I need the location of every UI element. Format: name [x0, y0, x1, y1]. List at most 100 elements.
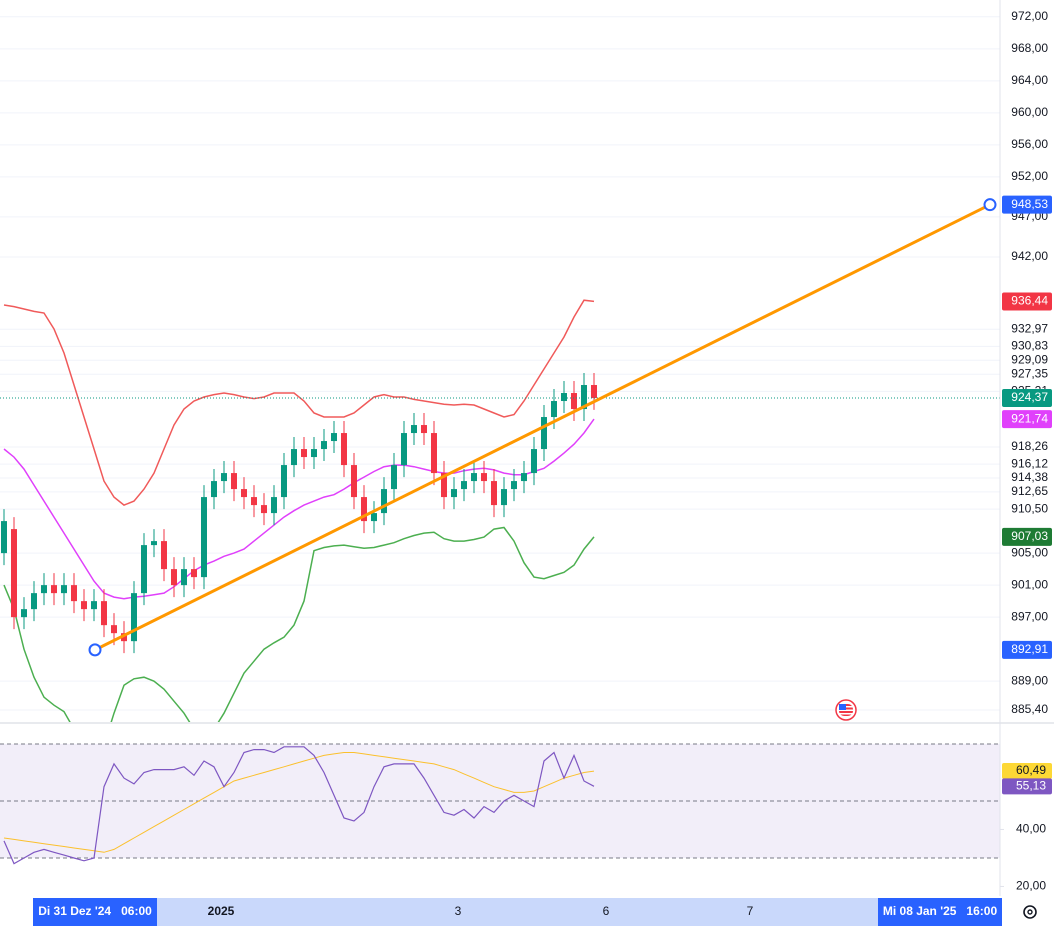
candle-body	[81, 601, 87, 610]
x-tick-label: 7	[747, 904, 754, 918]
y-tick-label: 960,00	[1011, 105, 1048, 119]
candle-body	[91, 601, 97, 610]
y-tick-label: 914,38	[1011, 470, 1048, 484]
candle-body	[271, 497, 277, 514]
candle-body	[61, 585, 67, 594]
candle-body	[591, 385, 597, 399]
rsi-tag-label: 60,49	[1016, 763, 1046, 777]
candle-body	[21, 609, 27, 618]
y-tick-label: 952,00	[1011, 169, 1048, 183]
candle-body	[581, 385, 587, 410]
rsi-tag	[1002, 778, 1052, 795]
y-tick-label: 972,00	[1011, 9, 1048, 23]
candle-body	[121, 633, 127, 642]
candle-body	[241, 489, 247, 498]
candle-body	[291, 449, 297, 466]
candle-body	[251, 497, 257, 506]
time-axis: Di 31 Dez '24 06:00 2025 3 6 7 Mi 08 Jan '25 …	[33, 898, 1002, 926]
candle-body	[31, 593, 37, 610]
y-tick-label: 889,00	[1011, 673, 1048, 687]
time-range	[95, 898, 940, 926]
y-tick-label: 885,40	[1011, 702, 1048, 716]
candle-body	[181, 569, 187, 586]
rsi-tick-label: 40,00	[1016, 822, 1046, 836]
candle-body	[501, 489, 507, 506]
x-tick-label: Mi 08 Jan '25 16:00	[883, 904, 998, 918]
price-axis: 972,00968,00964,00960,00956,00952,00947,…	[1000, 9, 1052, 893]
bollinger-line	[3, 299, 595, 506]
y-tick-label: 932,97	[1011, 321, 1048, 335]
price-tag-label: 921,74	[1011, 411, 1048, 425]
y-tick-label: 968,00	[1011, 41, 1048, 55]
y-tick-label: 964,00	[1011, 73, 1048, 87]
candle-body	[131, 593, 137, 642]
candle-body	[321, 441, 327, 450]
bollinger-line	[3, 418, 595, 600]
candle-body	[421, 425, 427, 434]
y-tick-label: 929,09	[1011, 352, 1048, 366]
price-tag-label: 924,37	[1011, 390, 1048, 404]
candle-body	[361, 497, 367, 522]
candle-body	[521, 473, 527, 482]
candle-body	[541, 417, 547, 450]
candle-body	[1, 521, 7, 554]
rsi-line	[3, 746, 595, 865]
candle-body	[191, 569, 197, 578]
y-tick-label: 910,50	[1011, 501, 1048, 515]
candle-body	[111, 625, 117, 634]
trendline-handle	[88, 643, 102, 657]
candle-body	[301, 449, 307, 458]
us-flag-icon[interactable]	[835, 699, 857, 721]
y-tick-label: 918,26	[1011, 439, 1048, 453]
rsi-pane	[0, 743, 1000, 865]
candle-body	[101, 601, 107, 626]
candle-body	[491, 481, 497, 506]
y-tick-label: 956,00	[1011, 137, 1048, 151]
rsi-tag-label: 55,13	[1016, 779, 1046, 793]
candle-body	[331, 433, 337, 442]
candle-body	[561, 393, 567, 402]
x-tick-label: 2025	[208, 904, 235, 918]
candle-body	[431, 433, 437, 474]
time-tag	[878, 898, 1002, 926]
candle-body	[141, 545, 147, 594]
bollinger-line	[3, 526, 595, 722]
candle-body	[571, 393, 577, 410]
price-tag	[1002, 410, 1052, 429]
x-tick-label: Di 31 Dez '24 06:00	[38, 904, 152, 918]
time-tag	[33, 898, 157, 926]
price-tag	[1002, 389, 1052, 408]
candle-body	[401, 433, 407, 466]
y-tick-label: 942,00	[1011, 249, 1048, 263]
settings-icon[interactable]	[1023, 905, 1037, 919]
price-tag	[1002, 195, 1052, 214]
candle-body	[151, 541, 157, 546]
price-tag-label: 948,53	[1011, 197, 1048, 211]
candle-body	[51, 585, 57, 594]
candle-body	[221, 473, 227, 482]
candle-body	[231, 473, 237, 490]
candle-body	[371, 513, 377, 522]
price-tag	[1002, 527, 1052, 546]
candle-body	[341, 433, 347, 466]
x-tick-label: 6	[603, 904, 610, 918]
candle-body	[391, 465, 397, 490]
price-tag	[1002, 292, 1052, 311]
candle-body	[441, 473, 447, 498]
price-tag	[1002, 640, 1052, 659]
y-tick-label: 927,35	[1011, 366, 1048, 380]
y-tick-label: 897,00	[1011, 609, 1048, 623]
candle-body	[281, 465, 287, 498]
price-pane	[0, 16, 1000, 722]
candle-body	[461, 481, 467, 490]
candle-body	[381, 489, 387, 514]
y-tick-label: 930,83	[1011, 339, 1048, 353]
candle-body	[161, 541, 167, 570]
trendline	[94, 203, 991, 652]
price-tag-label: 936,44	[1011, 294, 1048, 308]
candle-body	[411, 425, 417, 434]
candle-body	[481, 473, 487, 482]
candle-body	[311, 449, 317, 458]
